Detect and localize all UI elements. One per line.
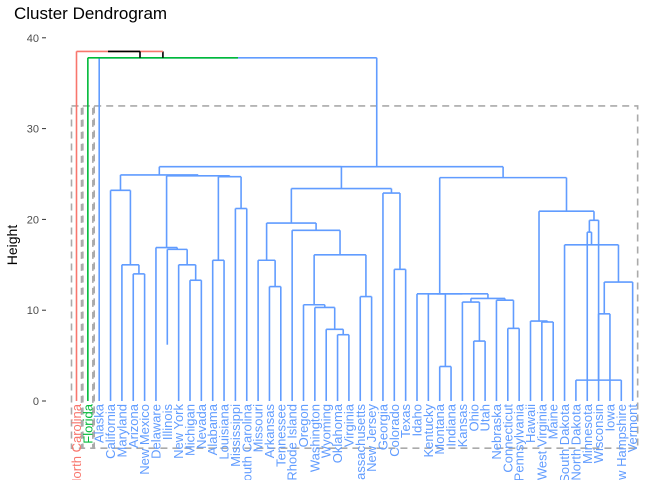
leaf-label-west-virginia: West Virginia [534,403,549,480]
leaf-label-ohio: Ohio [466,404,481,431]
leaf-label-florida: Florida [80,403,95,444]
leaf-labels: North CarolinaFloridaAlaskaCaliforniaMar… [69,403,640,485]
leaf-label-massachusetts: Massachusetts [353,404,368,480]
leaf-label-georgia: Georgia [375,403,390,450]
cut-rectangle-3 [93,105,639,450]
leaf-label-virginia: Virginia [341,403,356,447]
leaf-label-kansas: Kansas [455,404,470,448]
y-axis-title: Height [4,225,20,266]
leaf-label-texas: Texas [398,404,413,438]
leaf-label-colorado: Colorado [387,404,402,457]
leaf-label-montana: Montana [432,403,447,454]
leaf-label-hawaii: Hawaii [523,404,538,443]
leaf-label-tennessee: Tennessee [273,404,288,467]
leaf-label-vermont: Vermont [625,404,640,453]
leaf-label-louisiana: Louisiana [217,403,232,459]
leaf-label-maryland: Maryland [114,404,129,457]
leaf-label-idaho: Idaho [410,404,425,437]
y-tick-label-20: 20 [27,214,39,226]
leaf-label-new-mexico: New Mexico [137,404,152,475]
leaf-label-maine: Maine [546,404,561,439]
leaf-label-iowa: Iowa [602,403,617,431]
leaf-label-arizona: Arizona [126,403,141,448]
leaf-label-washington: Washington [307,404,322,472]
leaf-label-south-carolina: South Carolina [239,403,254,480]
leaf-label-delaware: Delaware [148,404,163,459]
y-tick-label-0: 0 [33,396,39,408]
leaf-label-connecticut: Connecticut [500,404,515,473]
leaf-label-wisconsin: Wisconsin [591,404,606,463]
leaf-label-utah: Utah [478,404,493,431]
leaf-label-alaska: Alaska [92,403,107,443]
leaf-label-oregon: Oregon [296,404,311,447]
y-axis: 0 10 20 30 40 [27,33,46,408]
leaf-label-north-dakota: North Dakota [568,403,583,480]
leaf-label-new-jersey: New Jersey [364,404,379,472]
leaf-label-indiana: Indiana [444,403,459,446]
leaf-label-rhode-island: Rhode Island [285,404,300,480]
y-tick-label-10: 10 [27,305,39,317]
leaf-label-california: California [103,403,118,459]
dendrogram-branches [75,50,634,401]
leaf-label-arkansas: Arkansas [262,404,277,459]
leaf-label-oklahoma: Oklahoma [330,403,345,463]
y-tick-label-30: 30 [27,124,39,136]
leaf-label-missouri: Missouri [251,404,266,453]
leaf-label-pennsylvania: Pennsylvania [512,403,527,480]
leaf-label-alabama: Alabama [205,403,220,455]
leaf-label-minnesota: Minnesota [580,403,595,464]
leaf-label-new-hampshire: New Hampshire [614,404,629,480]
leaf-label-south-dakota: South Dakota [557,403,572,480]
leaf-label-illinois: Illinois [160,404,175,441]
leaf-label-michigan: Michigan [183,404,198,456]
leaf-label-wyoming: Wyoming [319,404,334,458]
leaf-label-new-york: New York [171,404,186,459]
y-tick-label-40: 40 [27,33,39,45]
leaf-label-kentucky: Kentucky [421,404,436,458]
leaf-label-mississippi: Mississippi [228,404,243,467]
leaf-label-nevada: Nevada [194,403,209,449]
chart-title: Cluster Dendrogram [14,4,168,23]
leaf-label-north-carolina: North Carolina [69,403,84,480]
leaf-label-nebraska: Nebraska [489,403,504,459]
